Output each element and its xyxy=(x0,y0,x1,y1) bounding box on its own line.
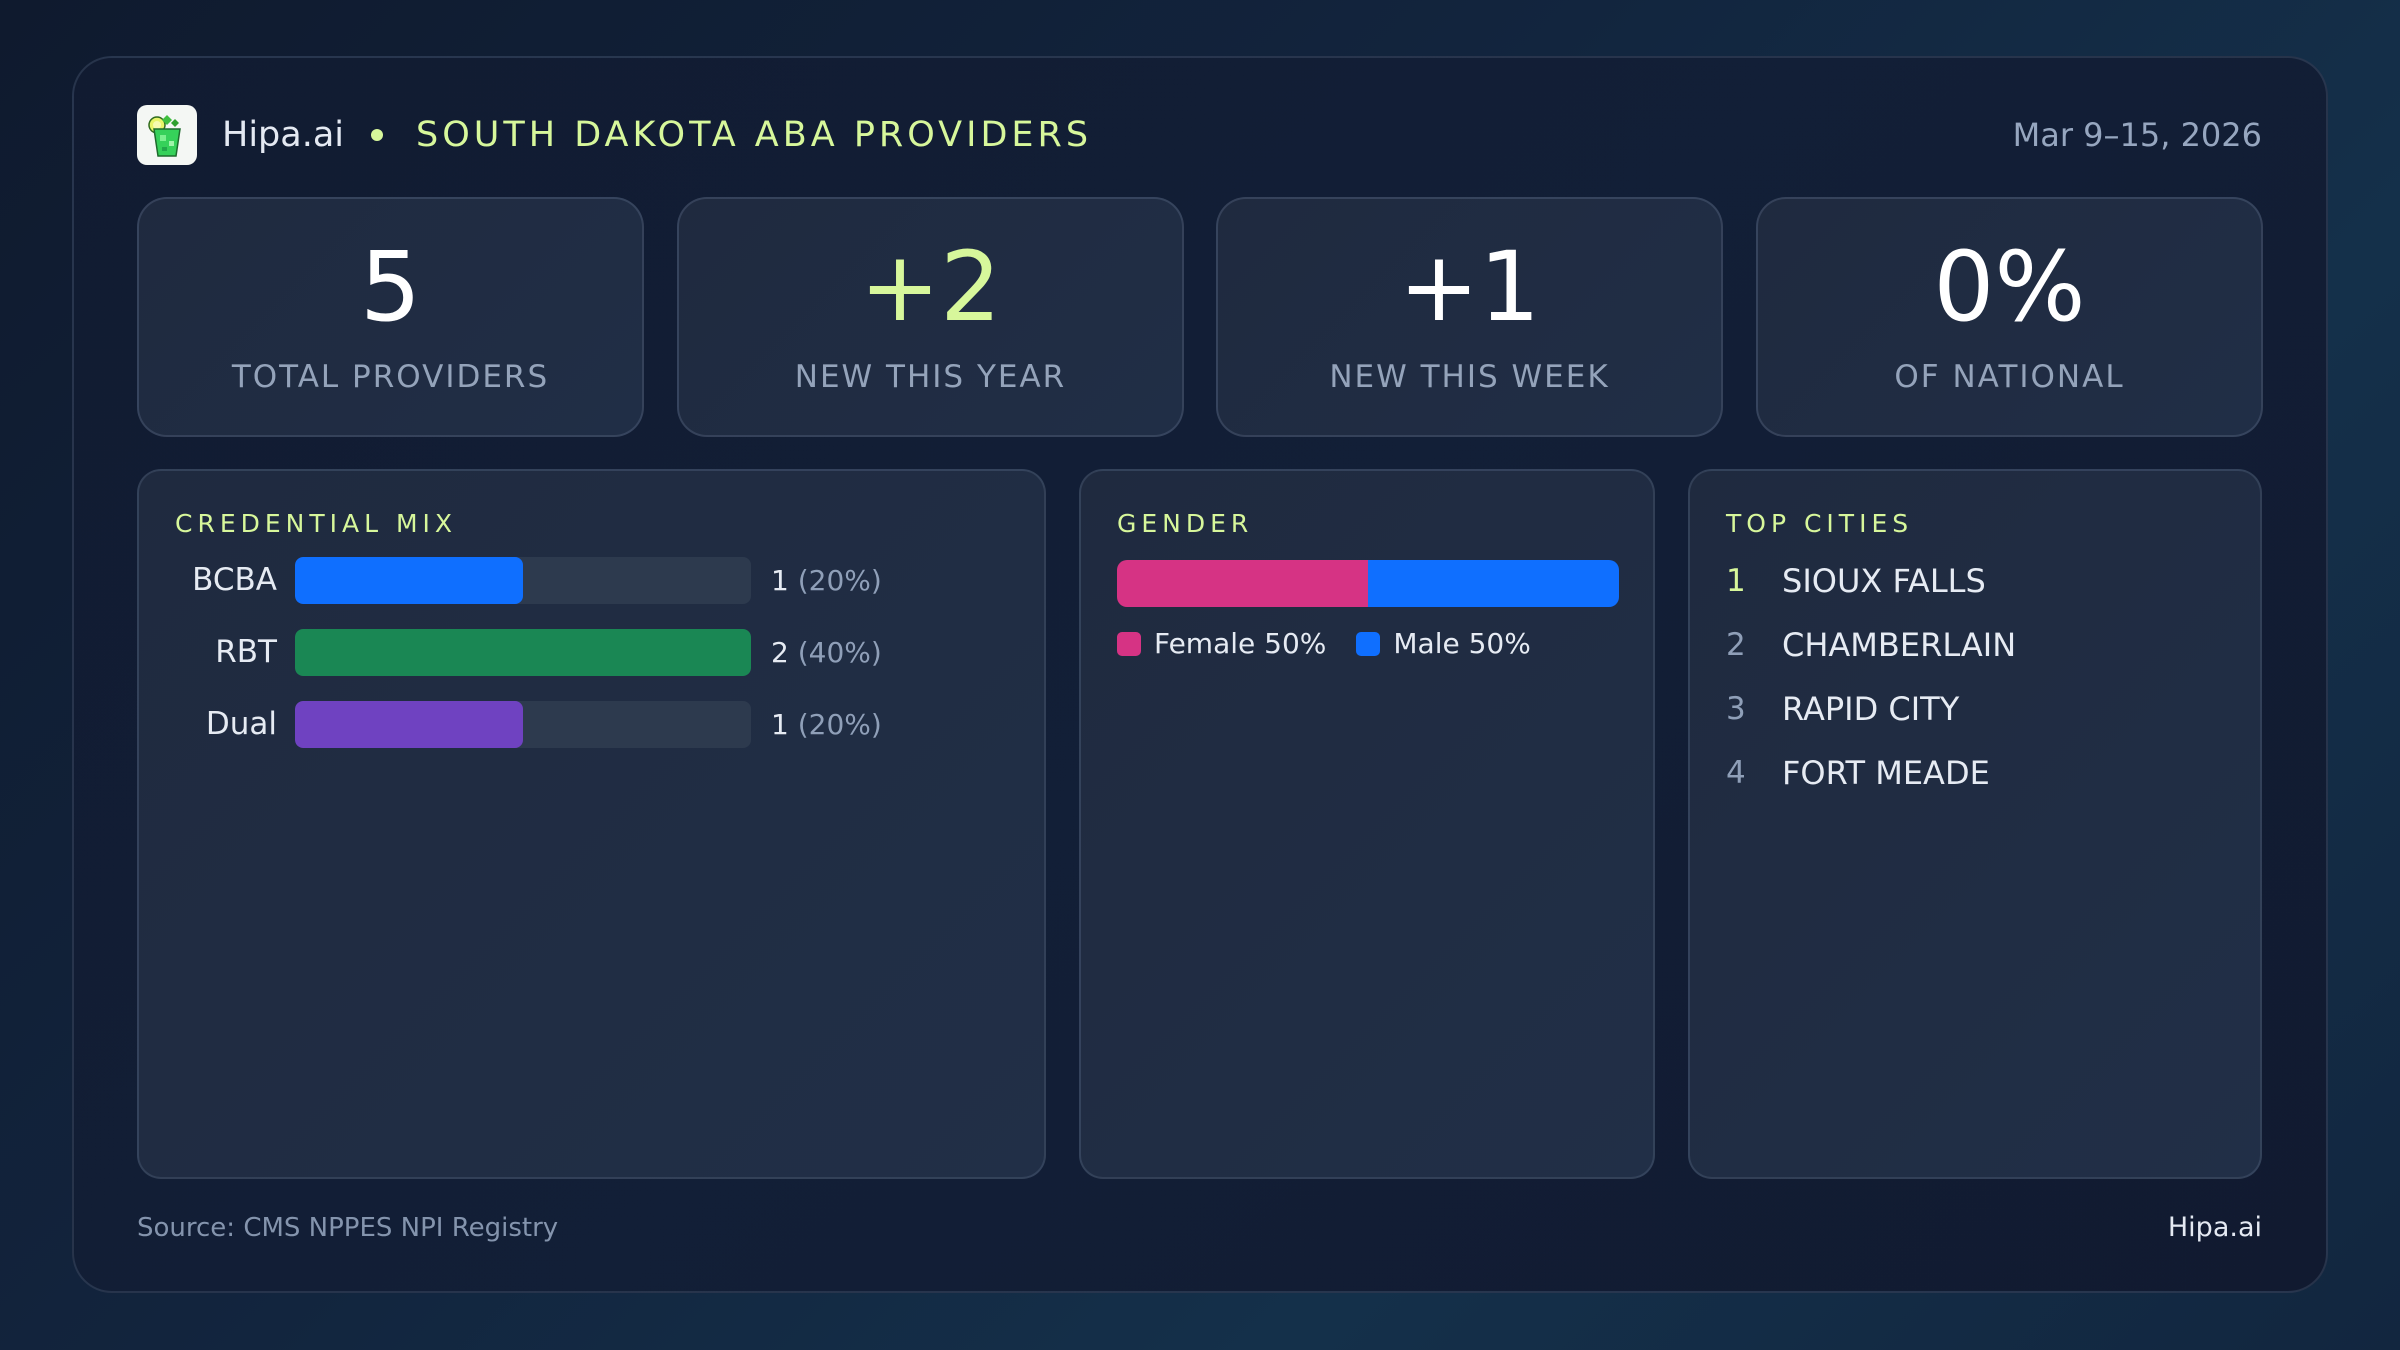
credential-value: 1 (20%) xyxy=(771,557,882,604)
credential-percent: (40%) xyxy=(797,636,882,669)
city-name: SIOUX FALLS xyxy=(1782,562,1986,600)
credential-value: 2 (40%) xyxy=(771,629,882,676)
credential-label: RBT xyxy=(215,634,277,670)
gender-panel: GENDER Female 50% Male 50% xyxy=(1079,469,1655,1179)
page-title: SOUTH DAKOTA ABA PROVIDERS xyxy=(416,115,1093,155)
footer-brand: Hipa.ai xyxy=(2167,1212,2262,1243)
city-name: RAPID CITY xyxy=(1782,690,1960,728)
gender-segment-male xyxy=(1368,560,1619,607)
city-item: 2 CHAMBERLAIN xyxy=(1726,625,2016,665)
stat-card-total-providers: 5 TOTAL PROVIDERS xyxy=(137,197,644,437)
credential-value: 1 (20%) xyxy=(771,701,882,748)
stat-card-new-this-week: +1 NEW THIS WEEK xyxy=(1216,197,1723,437)
legend-label-female: Female 50% xyxy=(1154,627,1327,660)
credential-percent: (20%) xyxy=(797,564,882,597)
credential-count: 1 xyxy=(771,708,789,741)
stat-label: TOTAL PROVIDERS xyxy=(231,359,550,395)
bar-track xyxy=(295,557,751,604)
credential-mix-panel: CREDENTIAL MIX BCBA 1 (20%) RBT 2 (40%) … xyxy=(137,469,1046,1179)
credential-count: 1 xyxy=(771,564,789,597)
credential-row-rbt: RBT 2 (40%) xyxy=(139,629,1044,676)
mojito-glass-icon xyxy=(148,115,181,157)
bar-fill-bcba xyxy=(295,557,523,604)
city-rank: 3 xyxy=(1726,691,1746,727)
city-rank: 1 xyxy=(1726,563,1746,599)
separator-dot xyxy=(371,129,383,141)
gender-stacked-bar xyxy=(1117,560,1619,607)
city-rank: 2 xyxy=(1726,627,1746,663)
legend-swatch-male xyxy=(1356,632,1381,656)
bar-track xyxy=(295,701,751,748)
stat-value: +1 xyxy=(1398,231,1541,343)
stat-label: NEW THIS WEEK xyxy=(1329,359,1610,395)
data-source-note: Source: CMS NPPES NPI Registry xyxy=(137,1213,559,1243)
brand-name: Hipa.ai xyxy=(222,115,345,155)
credential-row-bcba: BCBA 1 (20%) xyxy=(139,557,1044,604)
stat-value: 0% xyxy=(1933,231,2086,343)
stat-label: NEW THIS YEAR xyxy=(794,359,1067,395)
credential-label: Dual xyxy=(205,706,277,742)
gender-segment-female xyxy=(1117,560,1368,607)
city-item: 3 RAPID CITY xyxy=(1726,689,1959,729)
gender-legend: Female 50% Male 50% xyxy=(1117,627,1561,661)
top-cities-panel: TOP CITIES 1 SIOUX FALLS 2 CHAMBERLAIN 3… xyxy=(1688,469,2262,1179)
city-item: 4 FORT MEADE xyxy=(1726,753,1990,793)
city-name: FORT MEADE xyxy=(1782,754,1990,792)
panel-title: GENDER xyxy=(1117,509,1254,538)
credential-count: 2 xyxy=(771,636,789,669)
stat-card-new-this-year: +2 NEW THIS YEAR xyxy=(677,197,1184,437)
city-name: CHAMBERLAIN xyxy=(1782,626,2017,664)
stat-card-of-national: 0% OF NATIONAL xyxy=(1756,197,2263,437)
bar-fill-rbt xyxy=(295,629,751,676)
bar-fill-dual xyxy=(295,701,523,748)
stat-label: OF NATIONAL xyxy=(1894,359,2125,395)
stat-value: +2 xyxy=(859,231,1002,343)
bar-track xyxy=(295,629,751,676)
panel-title: CREDENTIAL MIX xyxy=(175,509,458,538)
credential-row-dual: Dual 1 (20%) xyxy=(139,701,1044,748)
legend-swatch-female xyxy=(1117,632,1141,656)
date-range: Mar 9–15, 2026 xyxy=(2012,116,2262,154)
city-item: 1 SIOUX FALLS xyxy=(1726,561,1986,601)
city-rank: 4 xyxy=(1726,755,1746,791)
legend-label-male: Male 50% xyxy=(1393,627,1531,660)
credential-label: BCBA xyxy=(192,562,277,598)
credential-percent: (20%) xyxy=(797,708,882,741)
stat-value: 5 xyxy=(359,231,422,343)
brand-logo xyxy=(137,105,197,165)
panel-title: TOP CITIES xyxy=(1726,509,1914,538)
